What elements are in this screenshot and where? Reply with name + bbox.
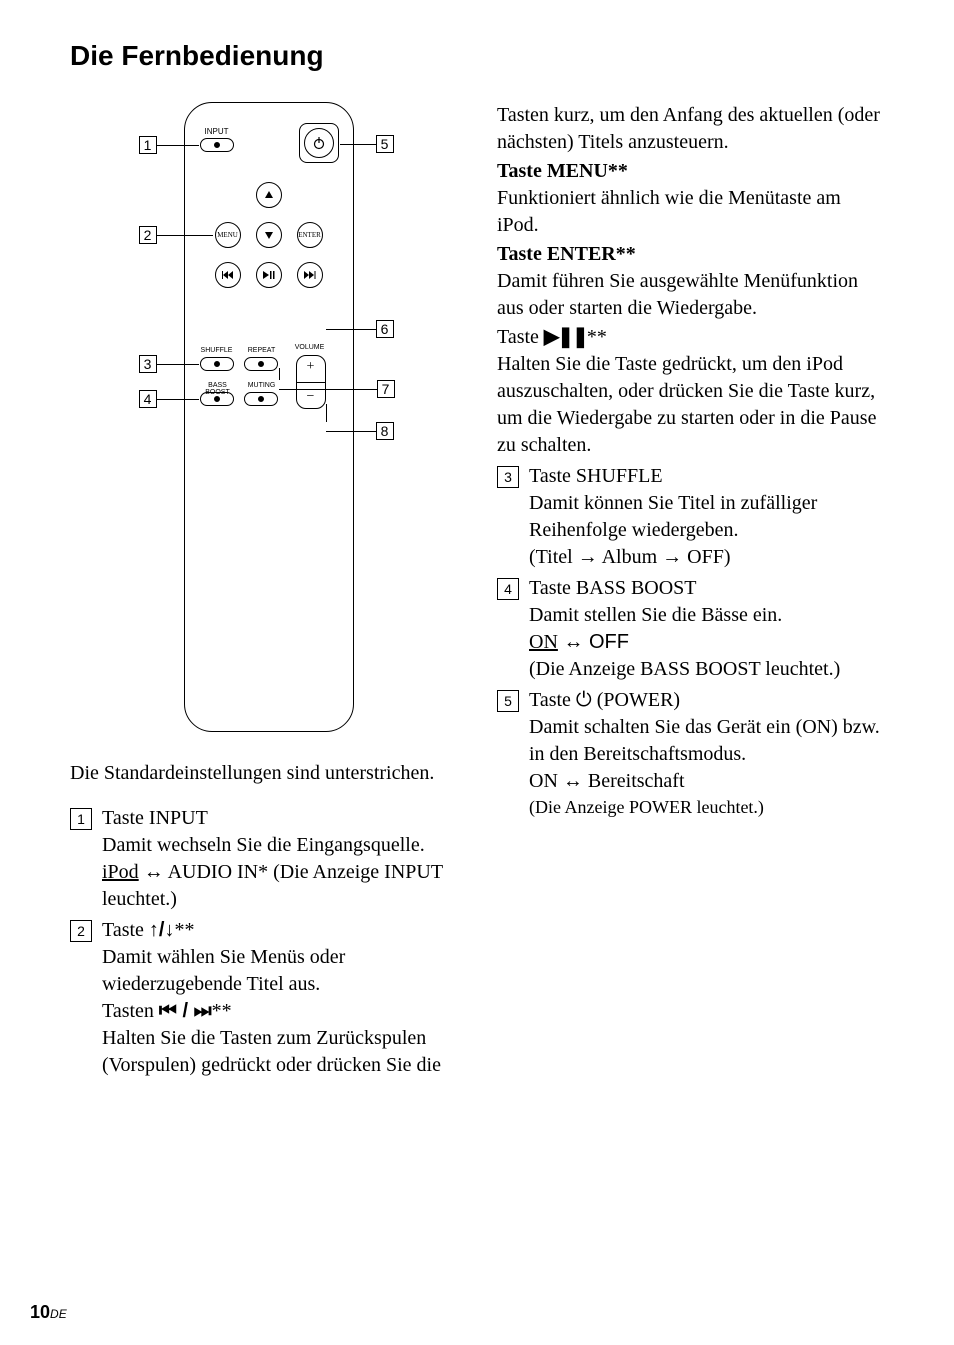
item-2-num: 2 bbox=[70, 920, 92, 942]
item-4-toggle: ON ↔ OFF bbox=[529, 629, 884, 656]
bass-button bbox=[200, 392, 234, 406]
callout-5: 5 bbox=[376, 135, 394, 153]
page-title: Die Fernbedienung bbox=[70, 40, 884, 72]
repeat-button bbox=[244, 357, 278, 371]
next-button bbox=[297, 262, 323, 288]
shuffle-label: SHUFFLE bbox=[199, 347, 235, 354]
item-4-num: 4 bbox=[497, 578, 519, 600]
play-pause-button bbox=[256, 262, 282, 288]
muting-label: MUTING bbox=[244, 382, 280, 389]
callout-1: 1 bbox=[139, 136, 157, 154]
play-head: Taste ▶❚❚** bbox=[497, 324, 884, 351]
intro-note: Die Standardeinstellungen sind unterstri… bbox=[70, 760, 457, 787]
prev-button bbox=[215, 262, 241, 288]
menu-head: Taste MENU** bbox=[497, 158, 884, 185]
callout-8: 8 bbox=[376, 422, 394, 440]
col2-continuation: Tasten kurz, um den Anfang des aktuellen… bbox=[497, 102, 884, 156]
callout-7: 7 bbox=[377, 380, 395, 398]
item-2-sub1: Tasten ⏮ / ⏭** bbox=[102, 998, 457, 1025]
enter-body: Damit führen Sie ausgewählte Menüfunktio… bbox=[497, 268, 884, 322]
remote-diagram: INPUT MENU ENTER bbox=[104, 102, 424, 732]
item-1-head: Taste INPUT bbox=[102, 805, 457, 832]
page-number: 10DE bbox=[30, 1302, 67, 1323]
item-1-toggle: iPod ↔ AUDIO IN* (Die Anzeige INPUT leuc… bbox=[102, 859, 457, 913]
item-3-head: Taste SHUFFLE bbox=[529, 463, 884, 490]
menu-body: Funktioniert ähnlich wie die Menütaste a… bbox=[497, 185, 884, 239]
enter-button: ENTER bbox=[297, 222, 323, 248]
input-button bbox=[200, 138, 234, 152]
callout-2: 2 bbox=[139, 226, 157, 244]
item-5-cycle: ON ↔ Bereitschaft bbox=[529, 768, 884, 795]
repeat-label: REPEAT bbox=[244, 347, 280, 354]
item-1-body: Damit wechseln Sie die Eingangsquelle. bbox=[102, 832, 457, 859]
menu-button: MENU bbox=[215, 222, 241, 248]
play-body: Halten Sie die Taste gedrückt, um den iP… bbox=[497, 351, 884, 459]
item-3-num: 3 bbox=[497, 466, 519, 488]
item-4-body2: (Die Anzeige BASS BOOST leuchtet.) bbox=[529, 656, 884, 683]
item-1-num: 1 bbox=[70, 808, 92, 830]
item-3-body: Damit können Sie Titel in zufälliger Rei… bbox=[529, 490, 884, 544]
item-5-num: 5 bbox=[497, 690, 519, 712]
item-3-cycle: (Titel → Album → OFF) bbox=[529, 544, 884, 571]
callout-3: 3 bbox=[139, 355, 157, 373]
item-5-body2: (Die Anzeige POWER leuchtet.) bbox=[529, 795, 884, 819]
item-4-body: Damit stellen Sie die Bässe ein. bbox=[529, 602, 884, 629]
item-2-body2: Halten Sie die Tasten zum Zurückspulen (… bbox=[102, 1025, 457, 1079]
callout-4: 4 bbox=[139, 390, 157, 408]
item-2-head: Taste ↑/↓** bbox=[102, 917, 457, 944]
muting-button bbox=[244, 392, 278, 406]
up-button bbox=[256, 182, 282, 208]
power-button bbox=[304, 128, 334, 158]
callout-6: 6 bbox=[376, 320, 394, 338]
item-4-head: Taste BASS BOOST bbox=[529, 575, 884, 602]
item-2-body1: Damit wählen Sie Menüs oder wiederzugebe… bbox=[102, 944, 457, 998]
item-5-head: Taste ⏻ (POWER) bbox=[529, 687, 884, 714]
item-5-body: Damit schalten Sie das Gerät ein (ON) bz… bbox=[529, 714, 884, 768]
volume-label: VOLUME bbox=[292, 344, 328, 351]
shuffle-button bbox=[200, 357, 234, 371]
enter-head: Taste ENTER** bbox=[497, 241, 884, 268]
down-button bbox=[256, 222, 282, 248]
input-label: INPUT bbox=[202, 127, 232, 136]
